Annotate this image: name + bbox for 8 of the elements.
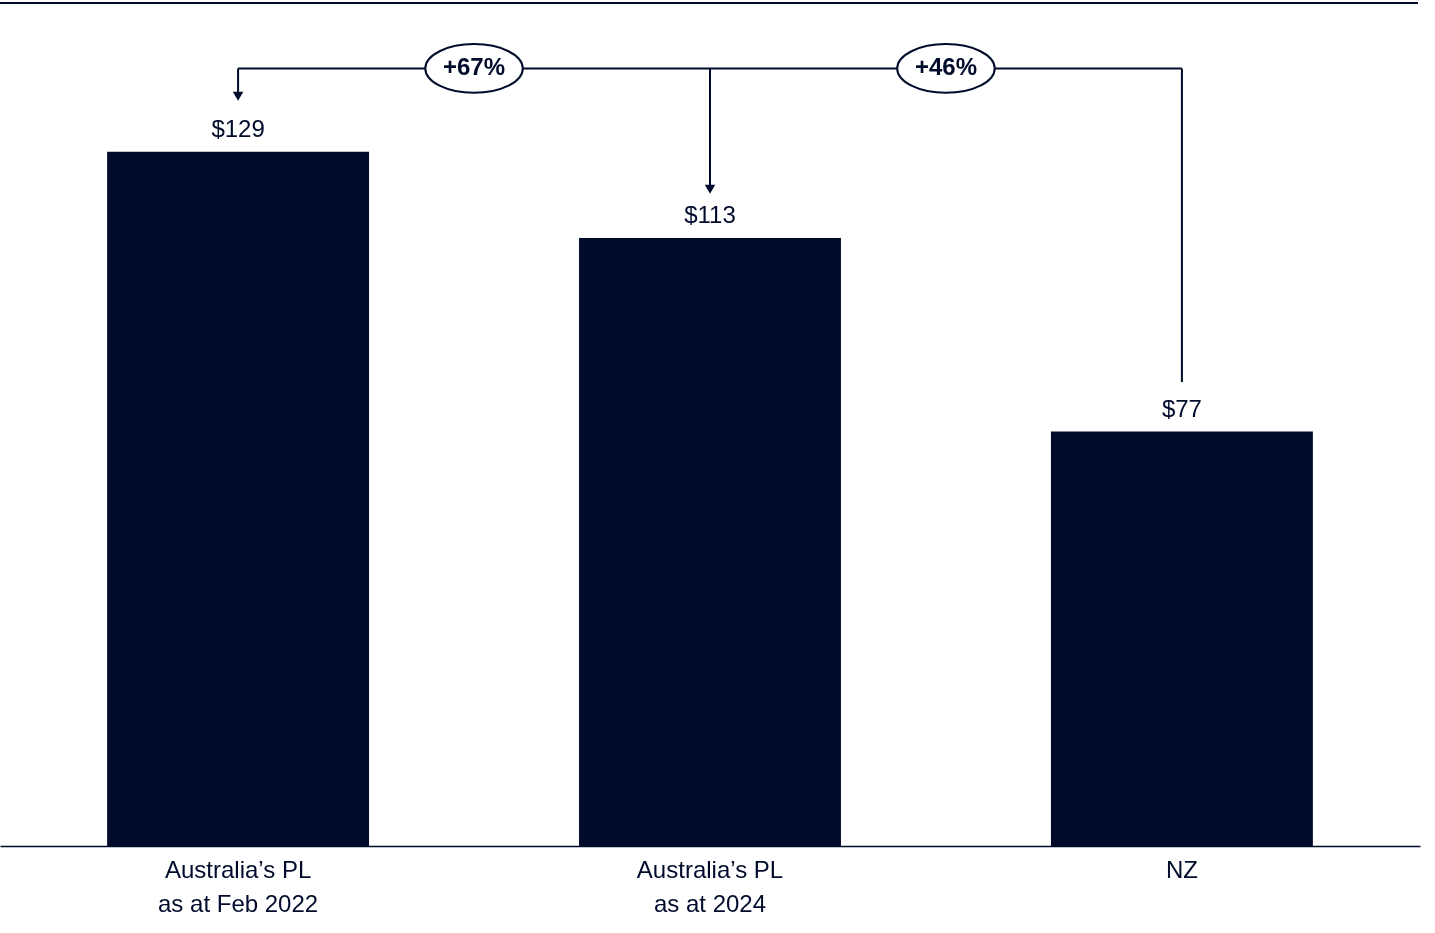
text: +67% [443, 53, 506, 81]
data-label: $113 [684, 200, 736, 228]
x-tick-label: Australia’s PL as at 2024 [636, 855, 784, 917]
x-tick-label: NZ [1165, 855, 1198, 883]
data-label: $77 [1161, 394, 1202, 422]
data-label: $129 [211, 114, 265, 142]
x-tick-label: Australia’s PL as at Feb 2022 [158, 855, 319, 917]
text: +46% [914, 53, 977, 81]
